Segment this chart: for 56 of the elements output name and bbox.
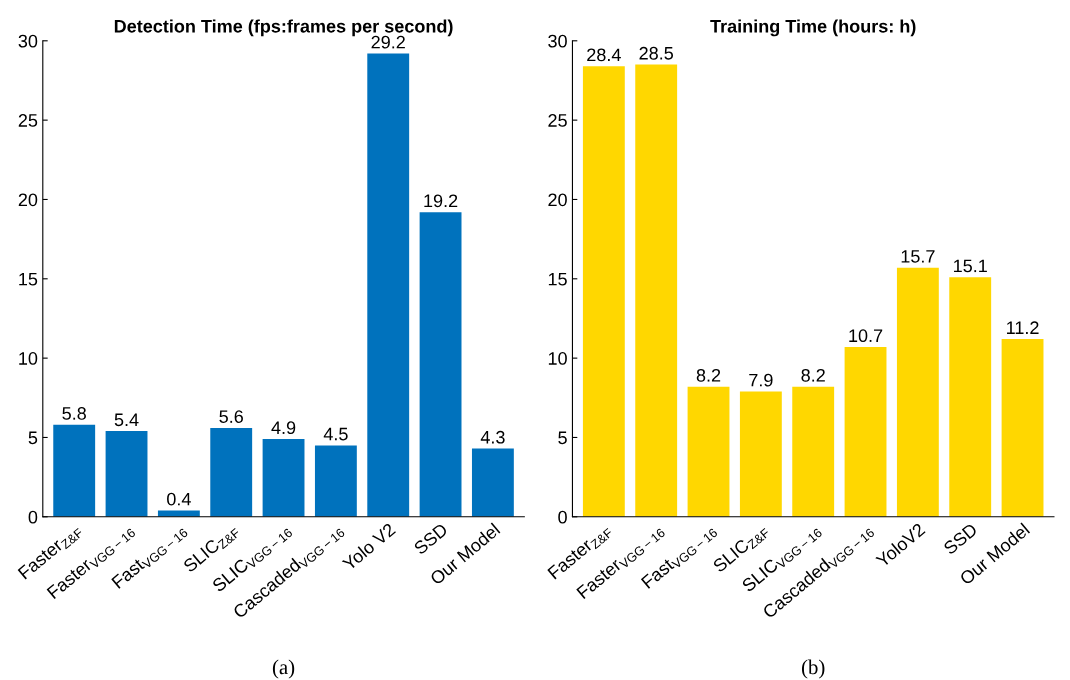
bar bbox=[582, 66, 625, 517]
bar bbox=[739, 391, 782, 517]
x-tick-label: SSD bbox=[413, 522, 449, 556]
y-tick-label: 0 bbox=[558, 510, 567, 524]
y-tick-label: 10 bbox=[19, 352, 38, 365]
y-tick-label: 10 bbox=[548, 352, 567, 365]
bar bbox=[314, 445, 357, 517]
bar bbox=[949, 277, 992, 517]
bar bbox=[896, 267, 939, 517]
data-label: 28.4 bbox=[587, 48, 621, 62]
chart-title: Detection Time (fps:frames per second) bbox=[114, 19, 453, 37]
bar bbox=[157, 510, 200, 517]
data-label: 28.5 bbox=[639, 46, 673, 60]
data-label: 4.9 bbox=[271, 421, 296, 435]
text: (b) bbox=[801, 659, 825, 679]
bar bbox=[687, 386, 730, 517]
y-tick-label: 25 bbox=[18, 114, 38, 127]
data-label: 10.7 bbox=[849, 329, 883, 343]
bar bbox=[105, 431, 148, 517]
y-tick-label: 20 bbox=[18, 193, 38, 207]
bar bbox=[792, 386, 835, 517]
y-tick-label: 0 bbox=[28, 510, 38, 524]
chart-title: Training Time (hours: h) bbox=[710, 19, 916, 37]
data-label: 5.6 bbox=[219, 410, 243, 423]
y-tick-label: 15 bbox=[19, 272, 38, 286]
data-label: 8.2 bbox=[801, 368, 825, 382]
data-label: 7.9 bbox=[749, 373, 773, 387]
bar bbox=[53, 424, 96, 517]
y-tick-label: 30 bbox=[548, 34, 567, 48]
bar bbox=[262, 439, 305, 517]
data-label: 4.5 bbox=[323, 427, 348, 441]
data-label: 4.3 bbox=[480, 430, 505, 444]
data-label: 8.2 bbox=[696, 368, 721, 382]
data-label: 15.7 bbox=[901, 250, 935, 263]
y-tick-label: 30 bbox=[18, 34, 38, 48]
y-tick-label: 5 bbox=[558, 431, 567, 445]
bar bbox=[471, 448, 514, 517]
bar bbox=[635, 64, 678, 517]
bar bbox=[1001, 339, 1044, 517]
data-label: 5.4 bbox=[114, 413, 139, 427]
data-label: 5.8 bbox=[62, 407, 86, 420]
bar bbox=[419, 212, 462, 517]
data-label: 29.2 bbox=[371, 35, 405, 49]
bar bbox=[367, 53, 410, 517]
bar bbox=[210, 427, 253, 517]
data-label: 19.2 bbox=[424, 194, 458, 208]
data-label: 0.4 bbox=[167, 492, 191, 506]
y-tick-label: 5 bbox=[28, 431, 38, 445]
y-tick-label: 25 bbox=[548, 114, 567, 127]
y-tick-label: 15 bbox=[548, 272, 567, 286]
data-label: 15.1 bbox=[954, 259, 987, 273]
data-label: 11.2 bbox=[1007, 321, 1039, 334]
text: (a) bbox=[272, 659, 295, 679]
bar bbox=[844, 347, 887, 517]
y-tick-label: 20 bbox=[548, 193, 567, 207]
x-tick-label: SSD bbox=[942, 522, 979, 556]
